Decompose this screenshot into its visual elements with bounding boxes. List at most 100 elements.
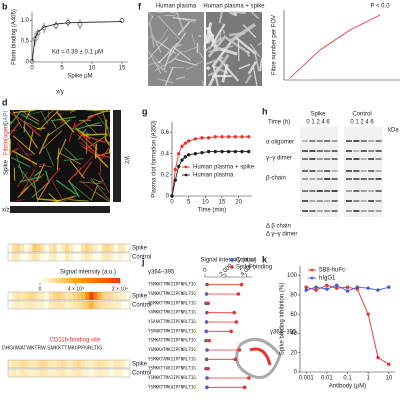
heat-cell [89,244,94,252]
heat-cell [56,253,62,261]
texture [38,166,42,168]
texture [61,195,78,203]
texture [17,143,36,168]
axis-tag: x/y [56,90,64,96]
band [368,158,375,160]
band [324,150,331,152]
heat-cell [40,369,45,377]
texture [94,191,111,203]
texture [35,163,45,182]
heat-cell [48,360,53,368]
band [346,170,352,172]
band [309,158,316,160]
band [324,200,331,202]
texture [23,120,26,133]
heat-cell [85,360,90,368]
dot [232,310,237,315]
y-tick-label: 1.0 [21,18,30,24]
x-tick-label: 0 [202,267,209,274]
dot [234,320,239,324]
texture [108,149,111,154]
heat-cell [81,360,86,368]
scale-bar [84,278,87,283]
texture [172,16,197,22]
texture [212,41,232,67]
texture [151,34,162,53]
row-label: Control [132,303,151,309]
texture [147,50,162,74]
point [77,22,83,27]
heat-cell [121,244,127,252]
sem-image [204,10,263,87]
band [375,178,382,180]
heat-cell [52,244,57,252]
y-tick-label: 0.2 [161,172,170,178]
point [240,135,244,139]
heat-cell [109,369,114,377]
y-tick-label: 0.6 [161,130,170,136]
texture [201,80,205,87]
texture [164,14,176,17]
band [360,210,367,212]
heat-cell [69,369,74,377]
y-tick-label: 0 [26,60,30,66]
band [360,140,367,142]
heat-cell [36,301,41,309]
scale-bar [52,278,55,283]
heat-cell [77,360,82,368]
band [309,178,316,180]
texture [11,150,38,166]
heat-cell [52,292,57,300]
texture [55,179,77,196]
gel-label: kDa [388,128,399,134]
band-label: Δ γ–γ dimer [266,232,297,238]
y-tick-label: 0 [294,370,298,376]
texture [38,132,50,155]
point [387,362,391,366]
band-label: Δ β chain [266,224,291,230]
band [324,140,331,142]
texture [185,60,204,70]
band [302,210,308,212]
texture [171,46,191,61]
band [331,200,338,202]
texture [253,50,260,72]
heat-cell [117,301,123,309]
heat-cell [44,244,49,252]
scale-bar [62,278,65,283]
point [200,136,204,140]
texture [9,147,19,154]
xz-strip [10,206,110,213]
band [324,158,331,160]
point [233,149,238,154]
y-tick-label: 0.4 [161,151,170,157]
texture [89,179,106,191]
band [302,150,308,152]
legend-dot [310,276,314,280]
heat-cell [12,292,17,300]
texture [163,48,173,71]
point [173,167,178,172]
legend-dot [230,265,234,269]
heat-cell [117,360,123,368]
heat-cell [73,253,78,261]
legend-dot [184,173,188,177]
band [331,190,338,192]
band [375,158,382,160]
texture [95,151,111,157]
band [302,178,308,180]
band [331,158,338,160]
heat-cell [85,292,90,300]
heat-cell [101,253,106,261]
heat-cell [89,301,94,309]
dot [233,357,238,362]
band [316,150,323,152]
dot [229,329,233,334]
heat-frame [7,291,131,301]
scale-bar [56,278,59,283]
heat-cell [109,292,114,300]
scale-bar [58,278,61,283]
texture [221,64,229,83]
heat-cell [36,253,41,261]
